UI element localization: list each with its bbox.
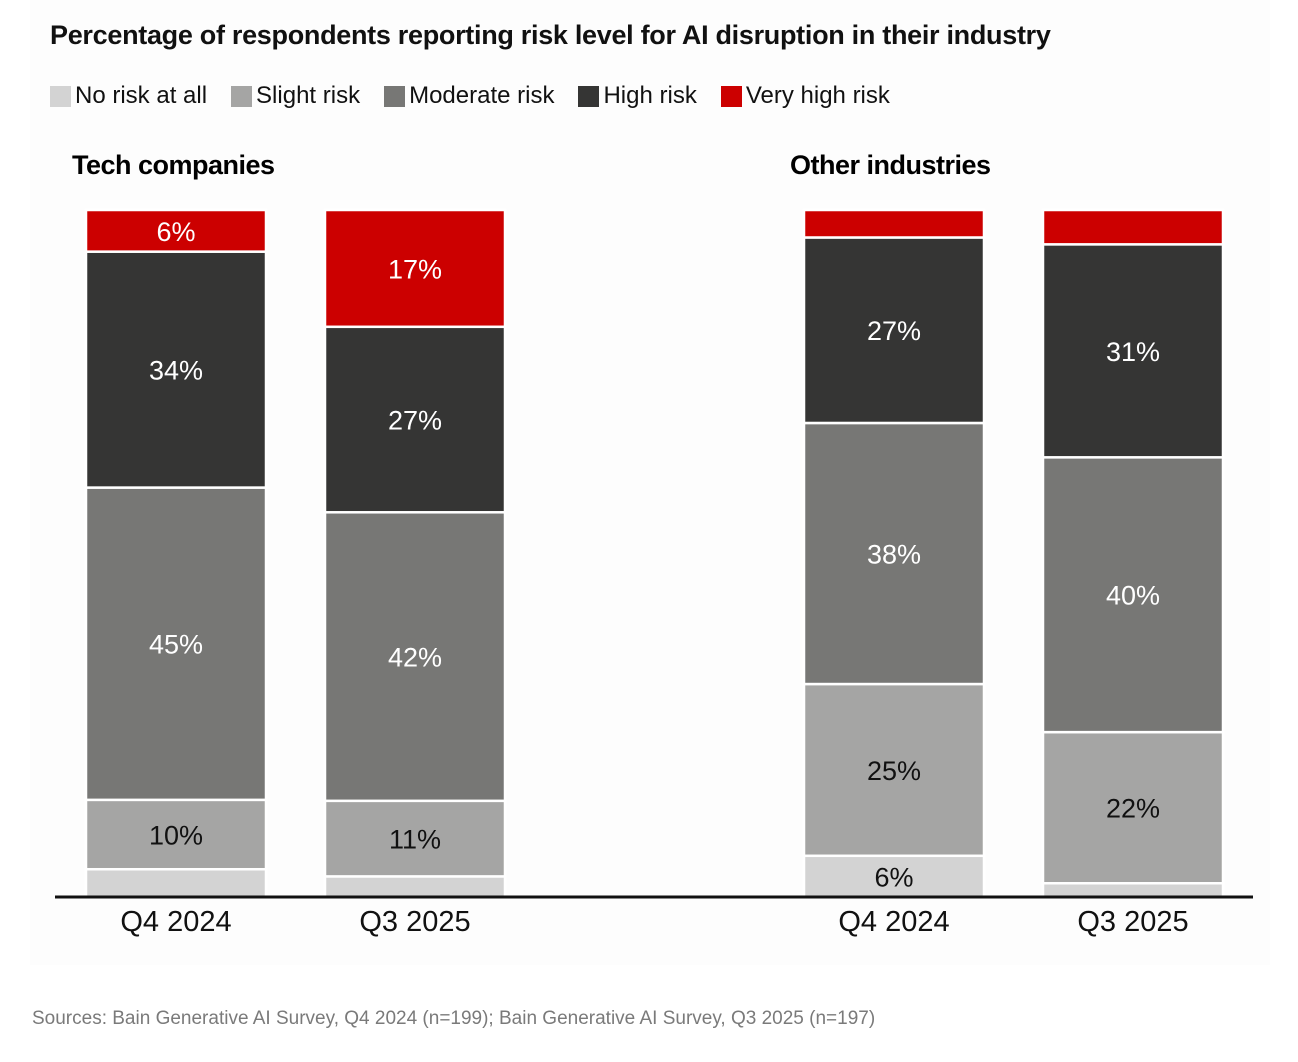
chart-title: Percentage of respondents reporting risk… <box>50 20 1051 50</box>
bar-segment-tech-companies-q4-2024-slight-risk <box>84 798 268 871</box>
legend: No risk at all Slight risk Moderate risk… <box>50 82 914 110</box>
bar-segment-other-industries-q3-2025-high-risk <box>1041 243 1225 459</box>
bar-segment-tech-companies-q3-2025-very-high-risk <box>323 208 507 329</box>
data-label: 6% <box>156 217 195 247</box>
bar-segment-other-industries-q4-2024-no-risk-at-all <box>802 854 986 899</box>
bar-segment-tech-companies-q3-2025-slight-risk <box>323 799 507 878</box>
bar-segment-other-industries-q4-2024-very-high-risk <box>802 208 986 239</box>
group-title-tech: Tech companies <box>72 150 275 180</box>
legend-label: High risk <box>603 82 697 109</box>
legend-label: Slight risk <box>256 82 361 109</box>
legend-item-slight-risk: Slight risk <box>231 82 360 110</box>
bar-segment-other-industries-q3-2025-slight-risk <box>1041 730 1225 885</box>
data-label: 27% <box>388 406 442 436</box>
bar-segment-other-industries-q4-2024-moderate-risk <box>802 421 986 686</box>
legend-label: Moderate risk <box>409 82 555 109</box>
data-label: 42% <box>388 643 442 673</box>
legend-item-moderate-risk: Moderate risk <box>384 82 554 110</box>
legend-swatch-high-risk <box>578 85 600 107</box>
bar-segment-tech-companies-q3-2025-moderate-risk <box>323 511 507 803</box>
source-note: Sources: Bain Generative AI Survey, Q4 2… <box>32 1008 876 1029</box>
bar-segment-other-industries-q3-2025-very-high-risk <box>1041 208 1225 246</box>
x-tick-label: Q4 2024 <box>838 906 949 938</box>
x-tick-label: Q4 2024 <box>120 906 231 938</box>
x-tick-label: Q3 2025 <box>1077 906 1188 938</box>
data-label: 10% <box>149 821 203 851</box>
bar-segment-other-industries-q4-2024-slight-risk <box>802 682 986 858</box>
bar-segment-other-industries-q3-2025-no-risk-at-all <box>1041 882 1225 899</box>
data-label: 38% <box>867 540 921 570</box>
data-label: 22% <box>1106 794 1160 824</box>
legend-swatch-very-high-risk <box>720 85 742 107</box>
bar-segment-other-industries-q4-2024-high-risk <box>802 236 986 425</box>
data-label: 34% <box>149 356 203 386</box>
data-label: 11% <box>389 825 441 855</box>
data-label: 27% <box>867 316 921 346</box>
group-title-other: Other industries <box>790 150 991 180</box>
data-label: 25% <box>867 756 921 786</box>
x-tick-label: Q3 2025 <box>359 906 470 938</box>
legend-swatch-no-risk <box>50 85 71 107</box>
bar-segment-tech-companies-q4-2024-moderate-risk <box>84 486 268 802</box>
legend-item-high-risk: High risk <box>578 82 697 110</box>
bar-segment-tech-companies-q4-2024-high-risk <box>84 250 268 489</box>
data-label: 45% <box>149 630 203 660</box>
legend-item-no-risk: No risk at all <box>50 82 207 110</box>
legend-swatch-slight-risk <box>231 85 253 107</box>
data-label: 6% <box>874 862 913 892</box>
data-label: 17% <box>388 254 442 284</box>
legend-label: No risk at all <box>75 82 208 109</box>
bar-segment-other-industries-q3-2025-moderate-risk <box>1041 456 1225 734</box>
bar-segment-tech-companies-q4-2024-very-high-risk <box>84 208 268 253</box>
legend-item-very-high-risk: Very high risk <box>720 82 890 110</box>
legend-swatch-moderate-risk <box>384 85 406 107</box>
bar-segment-tech-companies-q3-2025-no-risk-at-all <box>323 875 507 899</box>
bar-segment-tech-companies-q3-2025-high-risk <box>323 325 507 514</box>
data-label: 40% <box>1106 581 1160 611</box>
bar-segment-tech-companies-q4-2024-no-risk-at-all <box>84 867 268 899</box>
legend-label: Very high risk <box>745 82 890 109</box>
data-label: 31% <box>1106 337 1160 367</box>
